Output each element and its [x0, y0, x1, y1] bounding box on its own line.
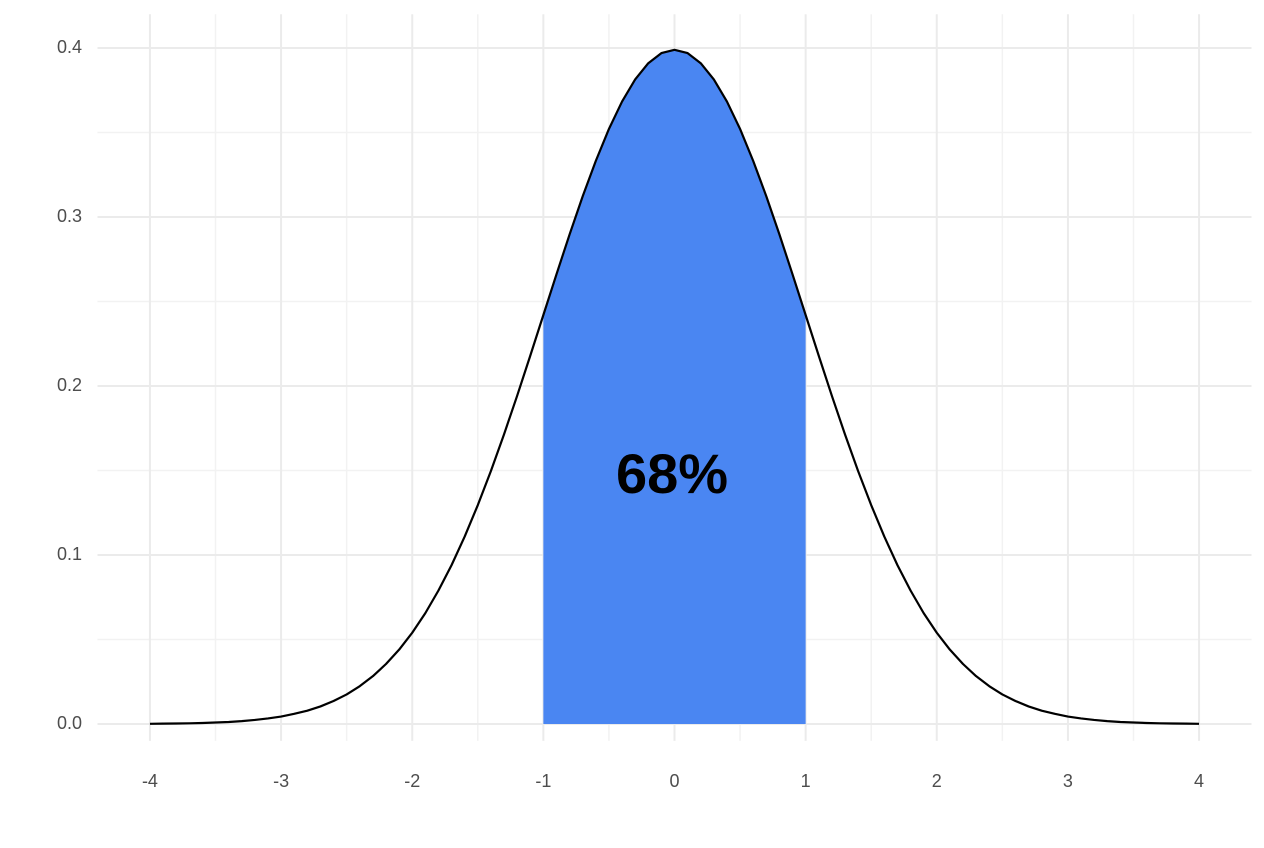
x-tick-label: -1 — [535, 771, 551, 791]
x-tick-label: -4 — [142, 771, 158, 791]
y-tick-label: 0.3 — [57, 206, 82, 226]
y-tick-label: 0.2 — [57, 375, 82, 395]
x-tick-label: -2 — [404, 771, 420, 791]
x-tick-label: 4 — [1194, 771, 1204, 791]
annotation: 68% — [616, 442, 728, 505]
x-tick-label: 0 — [669, 771, 679, 791]
highlight-area — [543, 49, 806, 724]
density-line — [149, 48, 1200, 725]
x-tick-label: -3 — [273, 771, 289, 791]
x-tick-label: 1 — [801, 771, 811, 791]
y-tick-label: 0.1 — [57, 544, 82, 564]
x-tick-label: 2 — [932, 771, 942, 791]
y-tick-label: 0.4 — [57, 37, 82, 57]
y-tick-label: 0.0 — [57, 713, 82, 733]
x-tick-label: 3 — [1063, 771, 1073, 791]
